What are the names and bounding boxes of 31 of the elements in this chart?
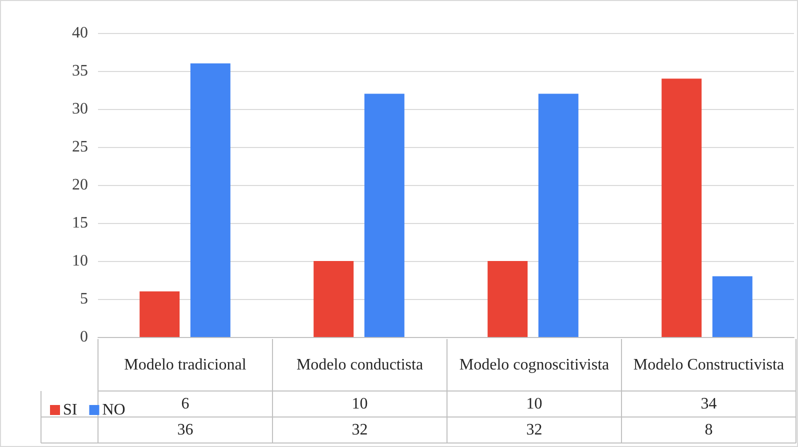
data-label: 10 <box>352 396 368 412</box>
bar <box>488 261 528 337</box>
bar <box>190 63 230 337</box>
y-tick-label: 25 <box>72 138 88 156</box>
y-tick-label: 5 <box>80 290 88 308</box>
y-tick-label: 10 <box>72 252 88 270</box>
y-tick-label: 20 <box>72 176 88 194</box>
x-tick-label: Modelo tradicional <box>124 356 247 374</box>
legend-label: SI <box>63 402 78 418</box>
bar <box>140 291 180 337</box>
x-tick-label: Modelo conductista <box>296 356 424 374</box>
data-label: 34 <box>700 396 717 412</box>
y-tick-label: 0 <box>80 328 88 346</box>
legend-label: NO <box>102 402 126 418</box>
data-label: 10 <box>526 396 542 412</box>
bar <box>712 276 752 337</box>
bar <box>538 94 578 337</box>
bar <box>364 94 404 337</box>
y-tick-label: 40 <box>72 24 88 42</box>
bar <box>314 261 354 337</box>
x-tick-label: Modelo Constructivista <box>633 356 784 374</box>
x-tick-label: Modelo cognoscitivista <box>459 356 610 374</box>
data-label: 36 <box>177 422 194 438</box>
bar <box>662 78 702 337</box>
y-tick-label: 35 <box>72 62 88 80</box>
data-label: 32 <box>352 422 368 438</box>
y-tick-label: 15 <box>72 214 88 232</box>
data-label: 8 <box>704 422 713 438</box>
data-label: 6 <box>181 396 190 412</box>
data-label: 32 <box>526 422 542 438</box>
y-tick-label: 30 <box>72 100 88 118</box>
